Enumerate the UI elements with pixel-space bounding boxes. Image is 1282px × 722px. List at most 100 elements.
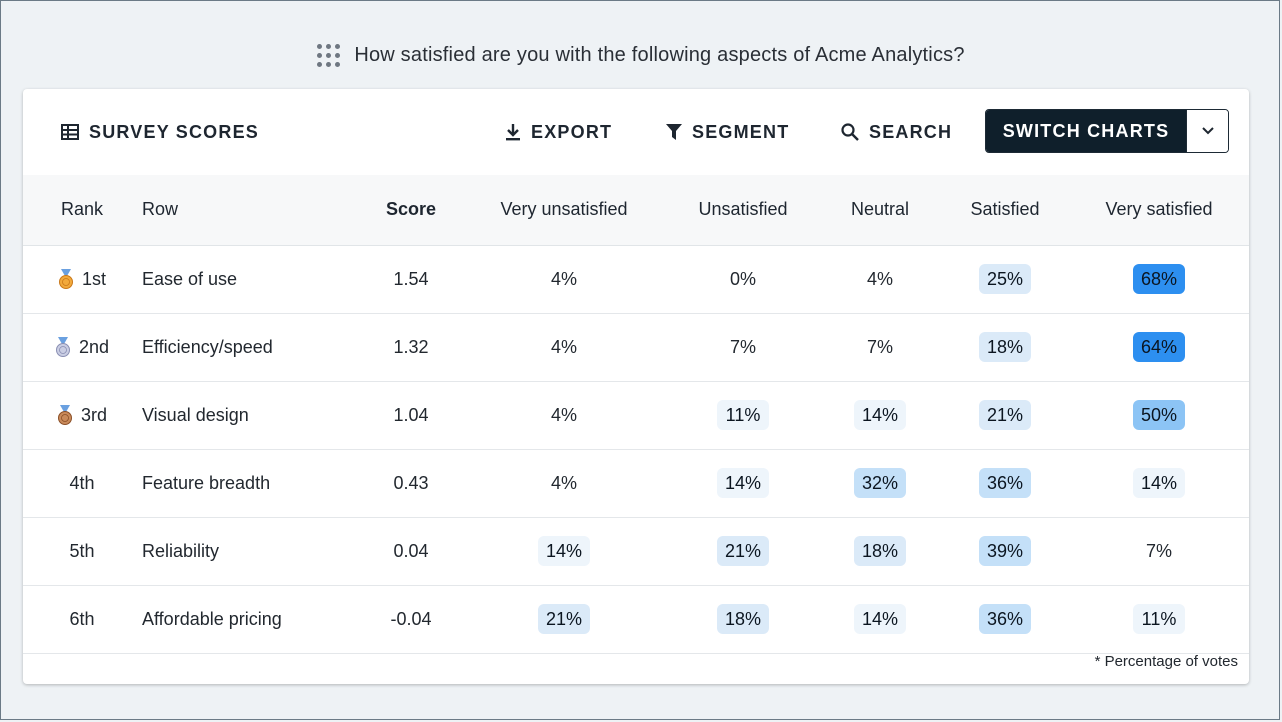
percent-cell: 14% — [819, 381, 941, 450]
download-icon — [506, 124, 520, 141]
percent-cell: 4% — [461, 313, 667, 382]
percent-cell: 18% — [819, 517, 941, 586]
percent-cell: 4% — [461, 245, 667, 314]
survey-scores-tab[interactable]: SURVEY SCORES — [61, 117, 259, 147]
percent-value: 32% — [853, 468, 907, 498]
rank-label: 4th — [69, 472, 95, 493]
score-cell: 0.04 — [361, 517, 461, 586]
footnote: * Percentage of votes — [1094, 653, 1238, 670]
percent-value: 4% — [550, 269, 577, 289]
percent-value: 21% — [537, 604, 591, 634]
percent-value: 7% — [1145, 541, 1172, 561]
toolbar: SURVEY SCORES EXPORT SEGMENT SEARCH SWIT — [23, 89, 1249, 175]
percent-cell: 0% — [667, 245, 819, 314]
table-row[interactable]: 5th Reliability 0.04 14% 21% 18% 39% 7% — [23, 517, 1249, 586]
table-row[interactable]: 1st Ease of use 1.54 4% 0% 4% 25% 68% — [23, 245, 1249, 314]
percent-cell: 14% — [1069, 449, 1249, 518]
search-button[interactable]: SEARCH — [841, 117, 952, 147]
percent-cell: 21% — [941, 381, 1069, 450]
bronze-medal-icon — [57, 405, 72, 425]
percent-value: 11% — [1133, 604, 1185, 634]
percent-value: 50% — [1132, 400, 1186, 430]
percent-cell: 14% — [667, 449, 819, 518]
table-header-row: Rank Row Score Very unsatisfied Unsatisf… — [23, 175, 1249, 246]
percent-cell: 68% — [1069, 245, 1249, 314]
percent-value: 14% — [853, 604, 907, 634]
percent-value: 18% — [716, 604, 770, 634]
percent-value: 18% — [978, 332, 1032, 362]
segment-button[interactable]: SEGMENT — [666, 117, 789, 147]
chevron-down-icon — [1201, 127, 1214, 135]
percent-value: 11% — [717, 400, 769, 430]
percent-value: 68% — [1132, 264, 1186, 294]
percent-cell: 64% — [1069, 313, 1249, 382]
percent-cell: 7% — [819, 313, 941, 382]
results-card: SURVEY SCORES EXPORT SEGMENT SEARCH SWIT — [23, 89, 1249, 684]
question-header: How satisfied are you with the following… — [0, 44, 1282, 67]
row-name-cell: Reliability — [141, 517, 361, 586]
percent-cell: 36% — [941, 449, 1069, 518]
rank-cell: 4th — [23, 449, 141, 518]
percent-value: 4% — [866, 269, 893, 289]
percent-value: 36% — [978, 468, 1032, 498]
rank-cell: 5th — [23, 517, 141, 586]
rank-label: 5th — [69, 540, 95, 561]
survey-scores-label: SURVEY SCORES — [89, 121, 259, 142]
percent-value: 0% — [729, 269, 756, 289]
rank-label: 1st — [81, 268, 106, 289]
percent-cell: 14% — [819, 585, 941, 654]
header-satisfied[interactable]: Satisfied — [941, 175, 1069, 246]
drag-handle-icon[interactable] — [317, 44, 341, 67]
percent-cell: 18% — [667, 585, 819, 654]
rank-cell: 1st — [23, 245, 141, 314]
percent-value: 7% — [729, 337, 756, 357]
percent-value: 21% — [716, 536, 770, 566]
table-row[interactable]: 3rd Visual design 1.04 4% 11% 14% 21% 50% — [23, 381, 1249, 450]
table-row[interactable]: 6th Affordable pricing -0.04 21% 18% 14% 36% 11… — [23, 585, 1249, 654]
score-cell: 0.43 — [361, 449, 461, 518]
percent-cell: 7% — [667, 313, 819, 382]
switch-charts-button[interactable]: SWITCH CHARTS — [986, 110, 1186, 152]
percent-cell: 11% — [1069, 585, 1249, 654]
table-row[interactable]: 4th Feature breadth 0.43 4% 14% 32% 36% 14% — [23, 449, 1249, 518]
rank-cell: 2nd — [23, 313, 141, 382]
percent-value: 14% — [1132, 468, 1186, 498]
percent-value: 14% — [716, 468, 770, 498]
percent-value: 7% — [866, 337, 893, 357]
percent-cell: 21% — [461, 585, 667, 654]
segment-label: SEGMENT — [692, 121, 790, 142]
table-row[interactable]: 2nd Efficiency/speed 1.32 4% 7% 7% 18% 64% — [23, 313, 1249, 382]
row-name-cell: Feature breadth — [141, 449, 361, 518]
export-button[interactable]: EXPORT — [505, 117, 612, 147]
header-score[interactable]: Score — [361, 175, 461, 246]
header-very-satisfied[interactable]: Very satisfied — [1069, 175, 1249, 246]
percent-value: 36% — [978, 604, 1032, 634]
rank-label: 3rd — [80, 404, 107, 425]
percent-cell: 32% — [819, 449, 941, 518]
percent-value: 4% — [550, 405, 577, 425]
row-name-cell: Ease of use — [141, 245, 361, 314]
score-cell: 1.54 — [361, 245, 461, 314]
header-neutral[interactable]: Neutral — [819, 175, 941, 246]
scores-table: Rank Row Score Very unsatisfied Unsatisf… — [23, 175, 1249, 654]
percent-cell: 21% — [667, 517, 819, 586]
percent-cell: 18% — [941, 313, 1069, 382]
export-label: EXPORT — [531, 121, 613, 142]
rank-cell: 3rd — [23, 381, 141, 450]
search-label: SEARCH — [869, 121, 953, 142]
percent-value: 64% — [1132, 332, 1186, 362]
percent-cell: 36% — [941, 585, 1069, 654]
percent-value: 14% — [537, 536, 591, 566]
percent-cell: 4% — [461, 449, 667, 518]
rank-cell: 6th — [23, 585, 141, 654]
score-cell: 1.04 — [361, 381, 461, 450]
header-unsatisfied[interactable]: Unsatisfied — [667, 175, 819, 246]
header-very-unsatisfied[interactable]: Very unsatisfied — [461, 175, 667, 246]
percent-cell: 14% — [461, 517, 667, 586]
header-rank[interactable]: Rank — [23, 175, 141, 246]
percent-cell: 39% — [941, 517, 1069, 586]
header-row[interactable]: Row — [141, 175, 361, 246]
switch-charts-dropdown[interactable] — [1186, 110, 1228, 152]
percent-cell: 25% — [941, 245, 1069, 314]
